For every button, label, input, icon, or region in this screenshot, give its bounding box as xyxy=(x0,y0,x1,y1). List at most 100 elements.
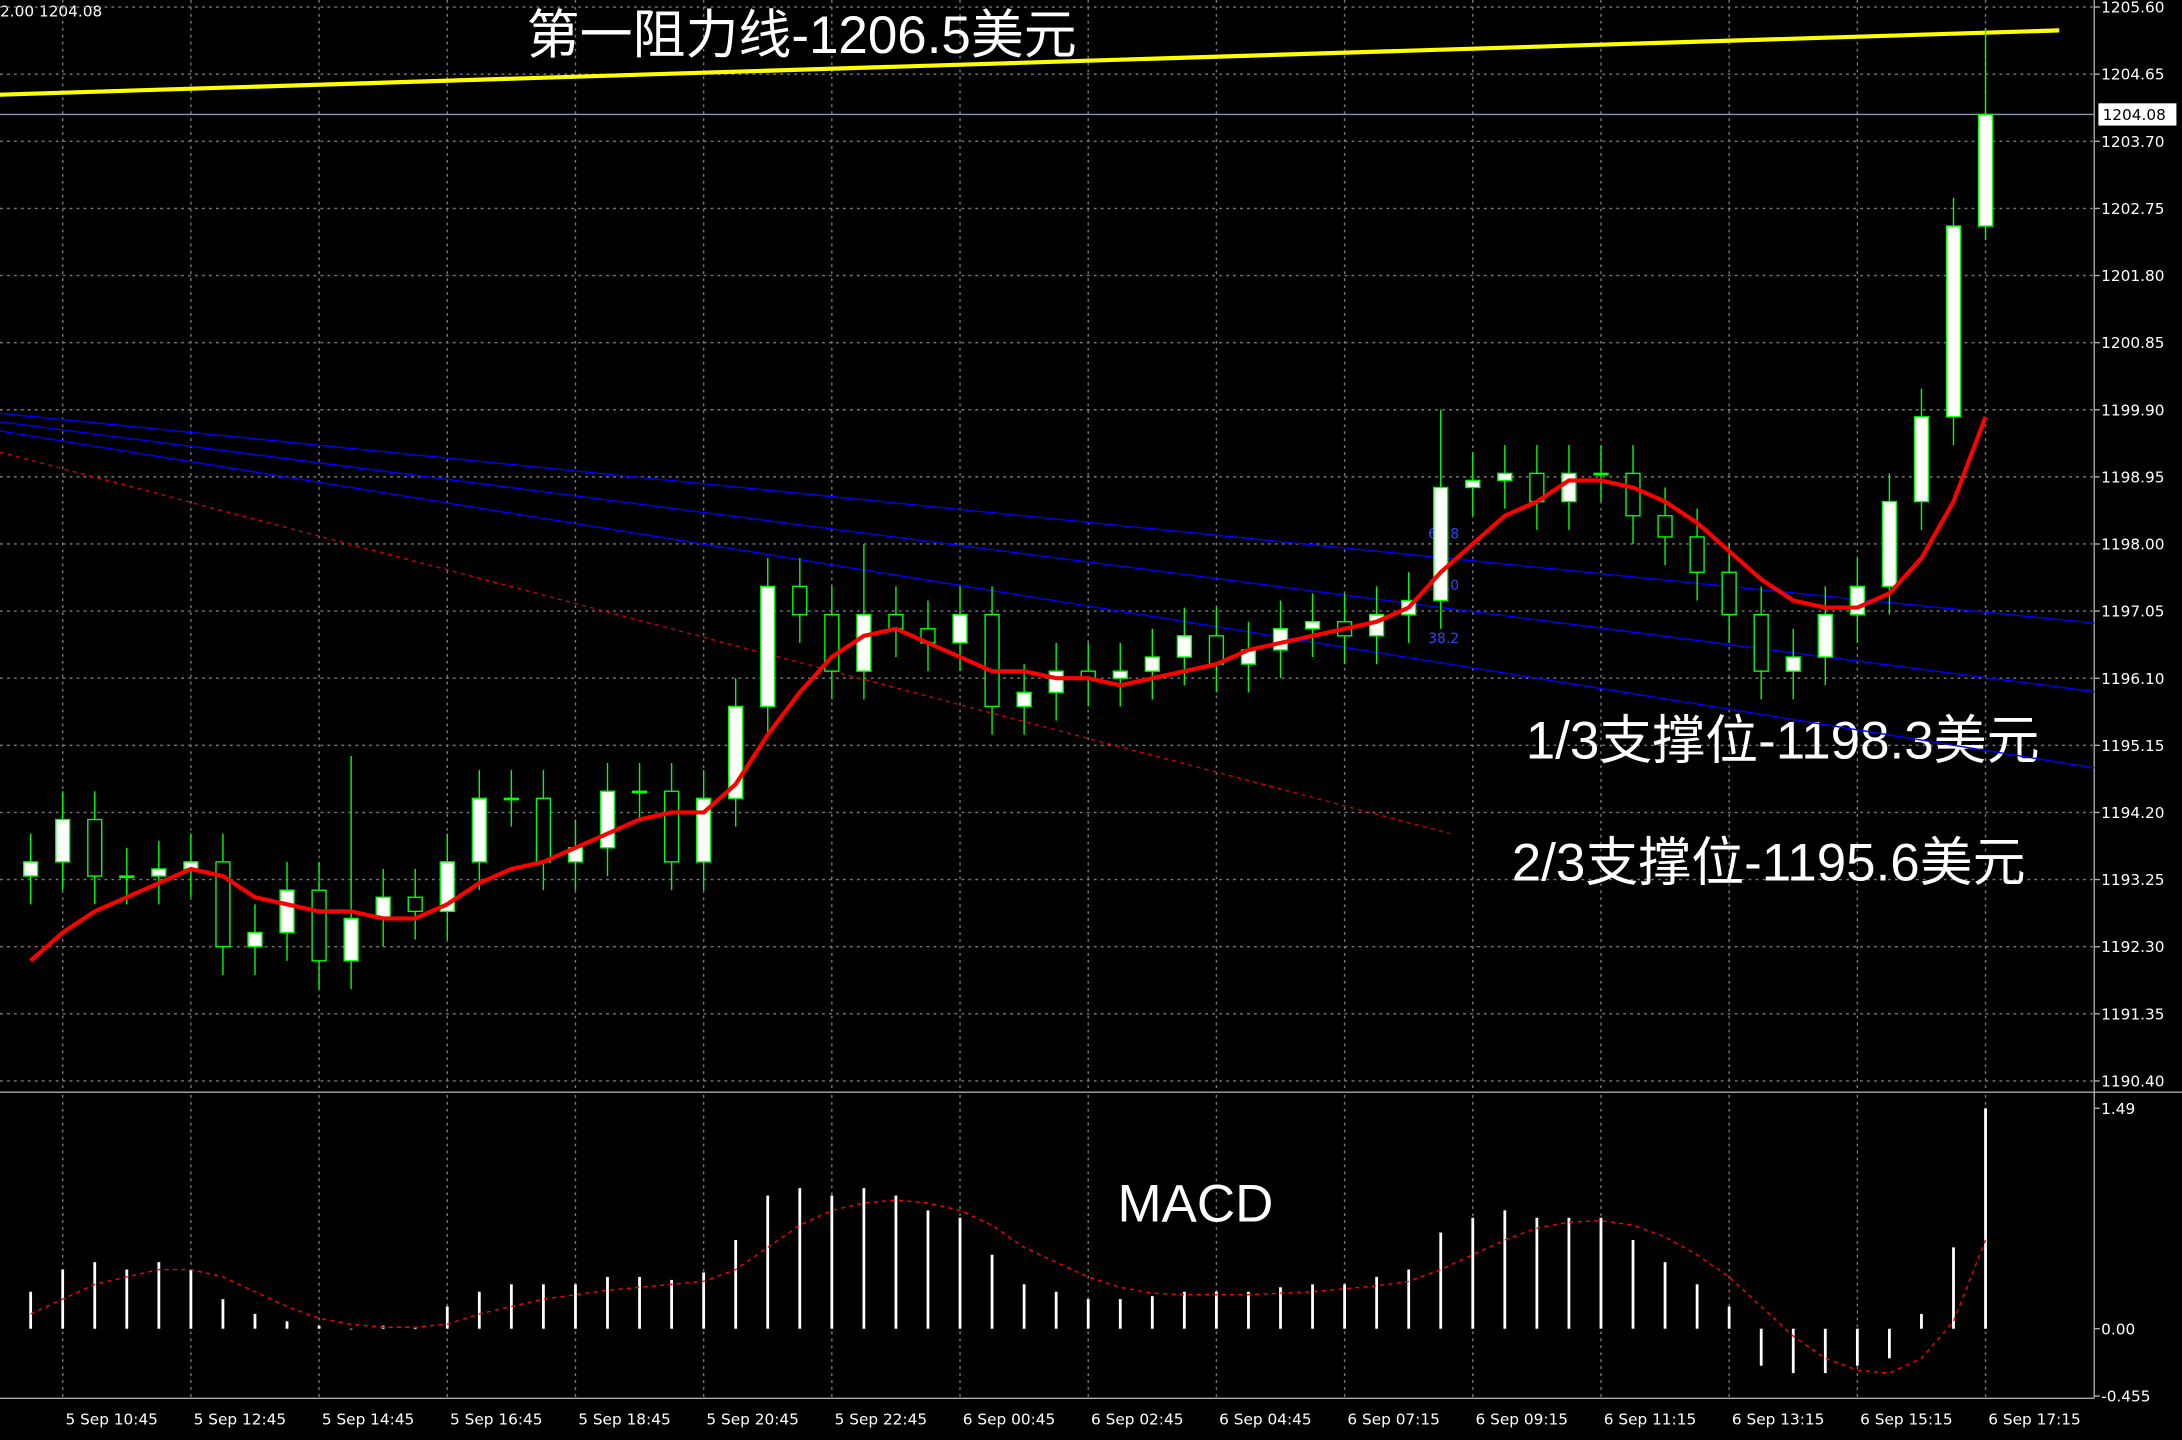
candle-body xyxy=(343,917,359,962)
x-tick-label: 5 Sep 20:45 xyxy=(706,1411,798,1429)
candle-body xyxy=(55,818,71,863)
x-tick-label: 6 Sep 09:15 xyxy=(1476,1411,1568,1429)
x-tick-label: 6 Sep 02:45 xyxy=(1091,1411,1183,1429)
candle-body xyxy=(471,797,487,863)
x-tick-label: 5 Sep 16:45 xyxy=(450,1411,542,1429)
macd-bar xyxy=(1823,1328,1827,1374)
macd-bar xyxy=(1022,1284,1026,1329)
candle-body xyxy=(279,889,295,934)
y-tick-label: 1194.20 xyxy=(2101,804,2164,822)
macd-bar xyxy=(990,1254,994,1329)
candle-body xyxy=(1272,628,1289,651)
x-tick-label: 5 Sep 12:45 xyxy=(194,1411,286,1429)
candle-body xyxy=(22,861,39,877)
macd-bar xyxy=(1279,1287,1282,1329)
candle-body xyxy=(1048,670,1064,694)
candle-body xyxy=(952,613,968,644)
macd-bar xyxy=(1343,1284,1346,1329)
macd-bar xyxy=(1759,1328,1763,1366)
signal-line xyxy=(30,1199,1987,1374)
macd-bar xyxy=(1375,1276,1379,1329)
y-tick-label: 1195.15 xyxy=(2101,737,2164,755)
candle-body xyxy=(503,797,520,801)
x-tick-label: 6 Sep 13:15 xyxy=(1732,1411,1824,1429)
y-tick-label: 1203.70 xyxy=(2101,133,2164,151)
macd-bar xyxy=(285,1321,289,1329)
macd-bar xyxy=(413,1327,417,1329)
candle-body xyxy=(119,875,135,879)
candle-body xyxy=(599,790,616,849)
trend-line xyxy=(0,28,2060,97)
macd-bar xyxy=(542,1284,545,1329)
macd-bar xyxy=(1855,1328,1859,1366)
x-tick-label: 5 Sep 22:45 xyxy=(835,1411,927,1429)
candle-body xyxy=(87,818,103,877)
macd-bar xyxy=(1118,1299,1122,1329)
trend-line xyxy=(0,430,2095,769)
macd-bar xyxy=(830,1195,834,1329)
macd-bar xyxy=(1920,1313,1923,1329)
y-tick-label: 1197.05 xyxy=(2101,603,2164,621)
candle-body xyxy=(1016,691,1032,708)
macd-bar xyxy=(1535,1217,1539,1329)
price-label: 1204.08 xyxy=(2103,106,2166,124)
macd-bar xyxy=(766,1195,770,1329)
x-tick-label: 5 Sep 14:45 xyxy=(322,1411,414,1429)
y-tick-label: 1202.75 xyxy=(2101,200,2164,218)
y-tick-label: 0.00 xyxy=(2101,1320,2135,1338)
annotation: 第一阻力线-1206.5美元 xyxy=(527,6,1077,65)
macd-bar xyxy=(638,1276,641,1329)
macd-bar xyxy=(1567,1217,1571,1329)
x-tick-label: 6 Sep 00:45 xyxy=(963,1411,1055,1429)
x-tick-label: 5 Sep 10:45 xyxy=(65,1411,157,1429)
macd-bar xyxy=(29,1291,33,1329)
macd-bar xyxy=(349,1328,353,1330)
candle-body xyxy=(1497,472,1513,482)
y-tick-label: 1191.35 xyxy=(2101,1005,2164,1023)
macd-bar xyxy=(702,1272,706,1329)
candle-body xyxy=(1112,670,1128,679)
macd-bar xyxy=(1215,1291,1218,1329)
macd-bar xyxy=(1791,1328,1795,1374)
candle-body xyxy=(1465,479,1481,489)
macd-bar xyxy=(926,1210,930,1329)
annotation: 2/3支撑位-1195.6美元 xyxy=(1512,834,2026,893)
y-tick-label: 1192.30 xyxy=(2101,938,2164,956)
x-tick-label: 6 Sep 15:15 xyxy=(1860,1411,1952,1429)
y-tick-label: 1199.90 xyxy=(2101,401,2164,419)
macd-bar xyxy=(1631,1239,1635,1329)
macd-bar xyxy=(1503,1210,1507,1329)
candle-body xyxy=(407,896,423,913)
macd-bar xyxy=(1471,1217,1475,1329)
candle-body xyxy=(760,585,776,708)
candle-body xyxy=(535,797,552,863)
macd-bar xyxy=(1407,1269,1411,1329)
macd-bar xyxy=(574,1284,577,1329)
x-tick-label: 6 Sep 04:45 xyxy=(1219,1411,1311,1429)
macd-bar xyxy=(862,1188,866,1329)
candle-body xyxy=(1689,536,1705,573)
x-tick-label: 6 Sep 17:15 xyxy=(1988,1411,2080,1429)
candle-body xyxy=(1753,613,1769,672)
macd-bar xyxy=(894,1195,898,1329)
macd-bar xyxy=(1311,1284,1314,1329)
macd-bar xyxy=(93,1262,97,1329)
y-tick-label: 1205.60 xyxy=(2101,0,2164,17)
macd-bar xyxy=(253,1313,257,1329)
candle-body xyxy=(1433,486,1449,602)
candle-body xyxy=(215,861,231,948)
candle-body xyxy=(1881,500,1898,588)
macd-bar xyxy=(958,1217,962,1329)
macd-bar xyxy=(445,1306,449,1329)
y-tick-label: 1198.95 xyxy=(2101,468,2164,486)
macd-bar xyxy=(734,1239,738,1329)
candle-body xyxy=(1625,472,1641,517)
macd-bar xyxy=(1695,1284,1699,1329)
y-tick-label: 1190.40 xyxy=(2101,1072,2164,1090)
moving-average xyxy=(29,416,1988,963)
macd-bar xyxy=(1150,1296,1154,1329)
candle-body xyxy=(792,585,808,616)
y-tick-label: 1196.10 xyxy=(2101,670,2164,688)
candle-body xyxy=(984,613,1000,708)
